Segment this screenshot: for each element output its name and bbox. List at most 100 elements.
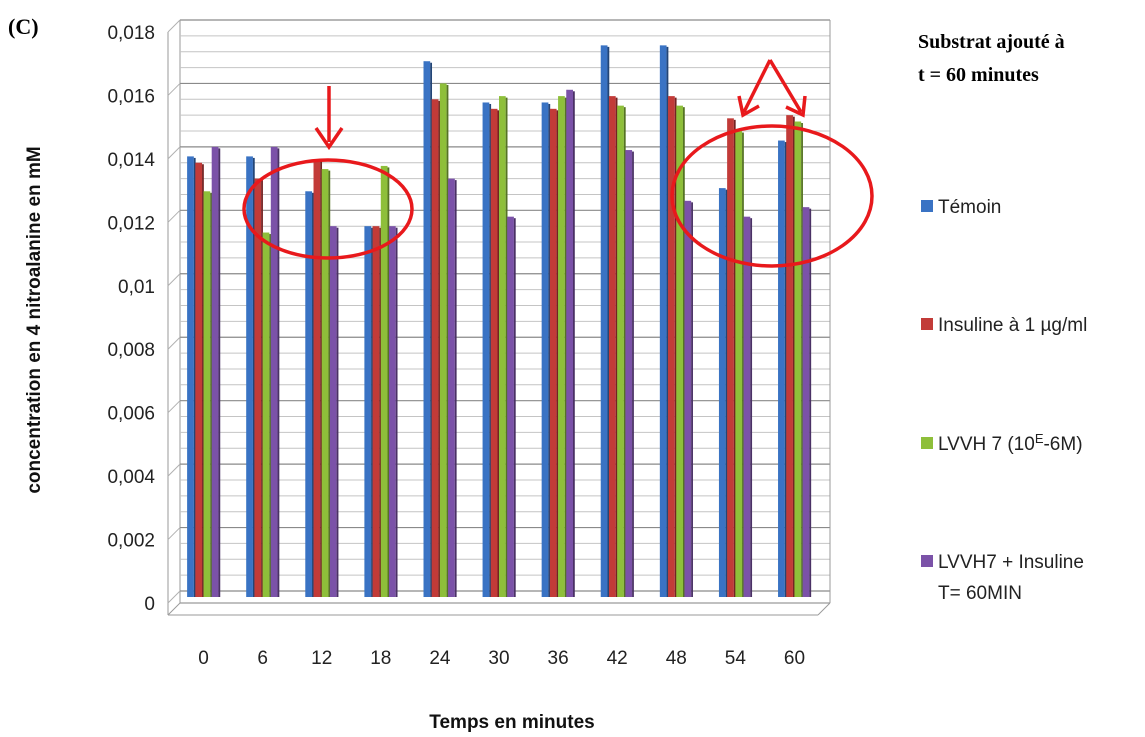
bar-shine: [431, 99, 434, 598]
legend-swatch: [921, 318, 933, 330]
bar-face: [778, 140, 785, 598]
bar-face: [313, 159, 321, 598]
bar-shine: [499, 96, 501, 597]
bar-side: [446, 84, 449, 597]
bar-side: [564, 97, 567, 597]
bar-shine: [482, 102, 485, 597]
bar-shine: [659, 45, 662, 597]
bar-side: [269, 234, 272, 598]
bar-side: [666, 46, 669, 597]
grid-diagonal: [167, 209, 181, 223]
bar-face: [389, 226, 396, 597]
bar-side: [607, 46, 610, 597]
bar-face: [625, 150, 633, 598]
bar: [625, 150, 634, 598]
grid-diagonal: [167, 527, 181, 540]
bar-face: [364, 226, 372, 597]
bar-face: [482, 102, 490, 597]
bar-side: [371, 227, 373, 597]
bar-shine: [778, 140, 781, 598]
grid-diagonal: [167, 19, 181, 33]
y-tick-labels: 0 0,002 0,004 0,006 0,008 0,01 0,012 0,014 0,016…: [107, 23, 155, 615]
bar-shine: [364, 226, 367, 597]
bar-face: [684, 200, 692, 598]
bar: [743, 216, 753, 597]
x-tick-label: 54: [725, 648, 747, 669]
annotation-line-2: t = 60 minutes: [918, 64, 1039, 86]
bar-shine: [507, 216, 510, 597]
bar-shine: [423, 61, 426, 597]
bar: [305, 191, 314, 598]
bar-face: [786, 115, 793, 598]
legend-item: Témoin: [921, 197, 1001, 218]
bar: [482, 102, 492, 597]
bar-side: [252, 157, 255, 597]
bar-face: [372, 226, 380, 597]
bar-side: [632, 151, 634, 598]
x-tick-label: 36: [548, 648, 569, 669]
arrow-head: [737, 95, 760, 118]
bar-shine: [372, 226, 375, 597]
bar-face: [380, 165, 388, 597]
bar-side: [497, 110, 500, 598]
bar-face: [794, 121, 802, 597]
bar-shine: [187, 156, 190, 597]
bar-shine: [246, 156, 249, 597]
bar-face: [195, 162, 203, 597]
bar-side: [750, 218, 753, 597]
bar-shine: [794, 121, 797, 597]
bar: [499, 96, 508, 597]
bar-shine: [608, 96, 611, 597]
y-tick-label: 0: [144, 594, 155, 615]
bar: [549, 108, 559, 598]
bar-shine: [313, 159, 316, 598]
bar: [507, 216, 516, 597]
bar: [364, 226, 373, 597]
bar: [195, 162, 204, 597]
bar-side: [682, 107, 685, 598]
bar-shine: [727, 118, 730, 597]
bar-face: [802, 207, 810, 597]
bar-side: [312, 192, 314, 598]
highlight-ellipse-left: [242, 158, 414, 260]
bar-shine: [321, 169, 324, 597]
bar-shine: [254, 178, 257, 597]
grid-diagonal: [167, 336, 181, 350]
bar-face: [566, 89, 573, 598]
bar: [448, 178, 457, 597]
bar-side: [809, 208, 812, 597]
bar-face: [423, 61, 431, 597]
bar-face: [305, 191, 313, 598]
bar-shine: [558, 96, 561, 597]
bars: [187, 45, 812, 598]
y-tick-label: 0,008: [107, 340, 155, 361]
arrow-head: [785, 95, 807, 118]
bar-side: [454, 180, 457, 597]
bar-side: [792, 116, 795, 598]
bar-face: [321, 169, 329, 597]
bar: [423, 61, 433, 597]
bar: [794, 121, 803, 597]
bar-face: [549, 108, 557, 598]
bar-face: [246, 156, 253, 597]
bar: [802, 207, 812, 597]
bar-side: [218, 148, 221, 597]
bar: [735, 131, 744, 597]
x-tick-label: 30: [488, 648, 509, 669]
bar: [541, 102, 551, 597]
bar-side: [387, 167, 390, 597]
bar-face: [608, 96, 616, 597]
bar-shine: [329, 226, 332, 597]
bar-shine: [743, 216, 746, 597]
bar-face: [558, 96, 565, 597]
bar-face: [262, 232, 270, 598]
bar-face: [211, 146, 219, 597]
bar-face: [270, 146, 278, 597]
y-tick-label: 0,014: [107, 150, 155, 171]
bar-shine: [203, 191, 206, 598]
bar: [211, 146, 221, 597]
bar-shine: [600, 45, 603, 597]
bar-face: [203, 191, 211, 598]
legend-item: Insuline à 1 µg/ml: [921, 315, 1087, 336]
bar-side: [320, 161, 323, 598]
